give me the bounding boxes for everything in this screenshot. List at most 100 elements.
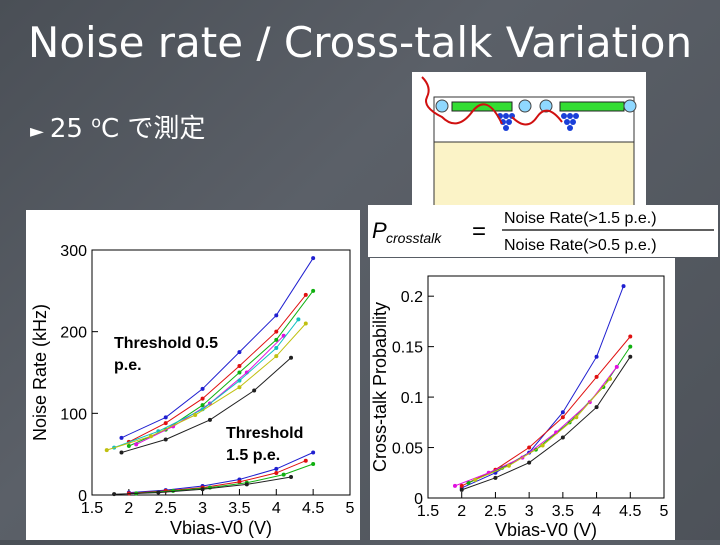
y-tick-label: 0 (414, 491, 423, 508)
data-point (126, 444, 131, 448)
y-axis-label: Cross-talk Probability (370, 302, 390, 472)
data-point (163, 415, 168, 420)
data-point (594, 405, 599, 410)
data-point (207, 417, 212, 422)
data-point (311, 288, 316, 293)
formula-numerator: Noise Rate(>1.5 p.e.) (504, 210, 657, 227)
x-tick-label: 4 (592, 503, 601, 520)
data-point (193, 412, 198, 417)
data-point (466, 480, 471, 485)
bullet-temperature: ► 25 oC で測定 (30, 108, 205, 145)
data-point (311, 256, 316, 261)
bullet-unit: C で測定 (101, 114, 206, 144)
data-point (303, 321, 308, 326)
data-point (104, 448, 109, 453)
data-point (527, 445, 532, 450)
data-point (134, 442, 139, 447)
series-line (461, 356, 631, 491)
y-axis-label: Noise Rate (kHz) (30, 304, 50, 441)
bullet-arrow-icon: ► (30, 121, 44, 142)
data-point (473, 477, 478, 482)
data-point (459, 483, 464, 488)
data-point (200, 403, 205, 408)
data-point (274, 470, 279, 475)
series-line (121, 257, 314, 439)
formula-lhs-sub: crosstalk (386, 230, 442, 246)
data-point (628, 354, 633, 359)
data-point (527, 460, 532, 465)
data-point (119, 435, 124, 440)
x-axis-label: Vbias-V0 (V) (170, 518, 272, 538)
data-point (274, 354, 279, 359)
y-tick-label: 300 (60, 243, 87, 260)
x-tick-label: 2 (124, 500, 133, 517)
crosstalk-probability-chart: 1.5 2 2.5 3 3.5 4 4.5 5 0 0.05 0.1 0.15 0.2 Vbias-V0 … (370, 258, 675, 540)
x-tick-label: 1.5 (417, 503, 439, 520)
y-tick-label: 0.1 (401, 390, 423, 407)
series-line (106, 323, 307, 451)
annotation-threshold-15-line2: 1.5 p.e. (226, 447, 280, 464)
x-tick-label: 5 (660, 503, 669, 520)
data-point (289, 355, 294, 360)
data-point (237, 370, 242, 375)
x-tick-label: 4 (272, 500, 281, 517)
x-tick-label: 1.5 (81, 500, 103, 517)
formula-lhs: P (372, 218, 387, 243)
data-point (274, 329, 279, 334)
data-point (506, 463, 511, 468)
data-point (281, 472, 286, 477)
data-point (311, 461, 316, 466)
y-tick-label: 200 (60, 325, 87, 342)
series-line (113, 319, 299, 449)
data-point (200, 396, 205, 401)
y-tick-label: 0 (78, 488, 87, 505)
data-point (163, 437, 168, 442)
data-point (274, 346, 279, 350)
data-point (560, 415, 565, 420)
data-point (289, 475, 294, 480)
series-line (468, 346, 631, 484)
series-line (128, 452, 314, 494)
data-point (594, 354, 599, 359)
y-tick-label: 0.15 (392, 340, 423, 357)
bullet-text: 25 (49, 114, 92, 144)
data-point (200, 487, 205, 492)
x-tick-label: 3 (525, 503, 534, 520)
plot-frame (91, 249, 351, 496)
noise-rate-chart: 1.5 2 2.5 3 3.5 4 4.5 5 0 100 200 300 Vbias-V0 (V) No… (26, 210, 360, 540)
series-line (128, 290, 314, 447)
x-axis-label: Vbias-V0 (V) (495, 520, 597, 540)
data-point (628, 334, 633, 339)
series-line (128, 460, 306, 494)
data-point (112, 492, 117, 497)
data-point (574, 415, 579, 420)
y-tick-label: 0.2 (401, 289, 423, 306)
data-point (252, 388, 257, 393)
x-tick-label: 5 (346, 500, 355, 517)
series-line (475, 378, 611, 481)
series-line (454, 366, 618, 487)
crosstalk-formula: P crosstalk = Noise Rate(>1.5 p.e.) Nois… (368, 205, 718, 257)
x-tick-label: 4.5 (302, 500, 324, 517)
data-point (237, 479, 242, 484)
data-point (614, 364, 619, 369)
data-point (303, 292, 308, 297)
data-point (237, 385, 242, 390)
formula-denominator: Noise Rate(>0.5 p.e.) (504, 237, 657, 254)
data-point (560, 435, 565, 440)
x-tick-label: 2.5 (484, 503, 506, 520)
data-point (621, 284, 626, 289)
data-point (311, 450, 316, 455)
data-point (274, 313, 279, 318)
data-point (274, 337, 279, 342)
annotation-threshold-15: Threshold (226, 425, 303, 442)
annotation-threshold-05-line2: p.e. (114, 357, 142, 374)
x-tick-label: 3 (198, 500, 207, 517)
x-tick-label: 2.5 (155, 500, 177, 517)
svg-text:=: = (472, 218, 486, 245)
y-tick-label: 100 (60, 406, 87, 423)
data-point (244, 482, 249, 487)
data-point (560, 410, 565, 415)
data-point (608, 376, 613, 381)
data-point (119, 450, 124, 455)
